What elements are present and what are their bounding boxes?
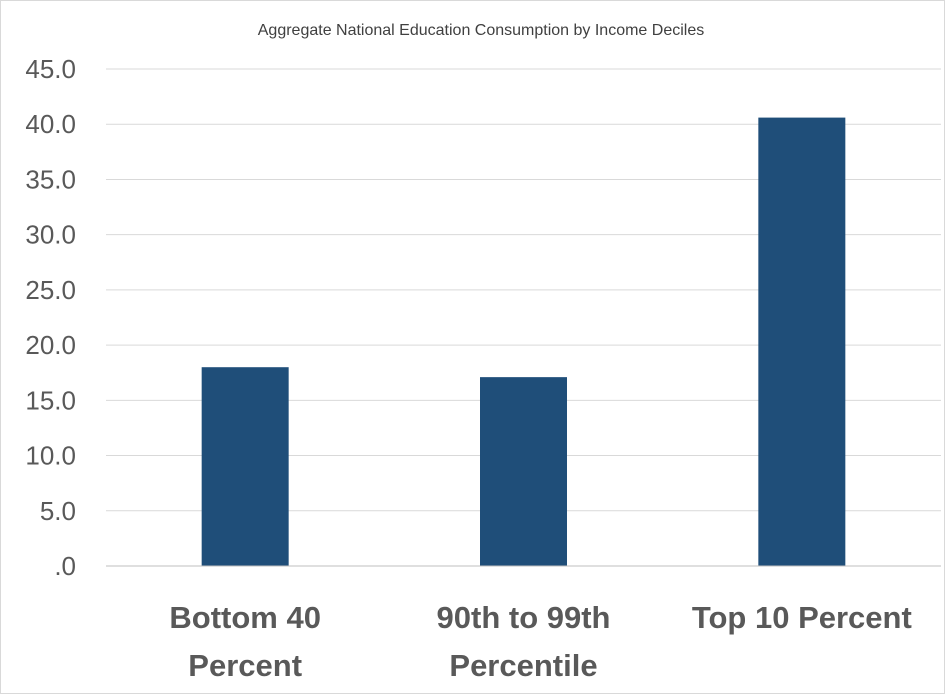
y-tick-label: 20.0 [25, 330, 76, 360]
bars [201, 117, 846, 567]
y-tick-label: 45.0 [25, 54, 76, 84]
bar [201, 367, 289, 566]
chart-title: Aggregate National Education Consumption… [258, 22, 704, 39]
x-tick-label: Top 10 Percent [692, 600, 912, 635]
y-axis-ticks: .0 5.0 10.0 15.0 20.0 25.0 30.0 35.0 40.0 45.0 [25, 54, 76, 581]
bar [480, 377, 567, 566]
y-tick-label: 40.0 [25, 109, 76, 139]
y-tick-label: 5.0 [40, 496, 76, 526]
y-tick-label: 30.0 [25, 220, 76, 250]
y-tick-label: 35.0 [25, 164, 76, 194]
y-tick-label: 25.0 [25, 275, 76, 305]
y-tick-label: 10.0 [25, 441, 76, 471]
y-tick-label: .0 [54, 551, 76, 581]
y-tick-label: 15.0 [25, 385, 76, 415]
x-tick-label: Bottom 40 [169, 600, 321, 635]
bar [758, 117, 846, 567]
x-tick-label: Percent [188, 648, 302, 683]
x-tick-label: Percentile [449, 648, 597, 683]
x-tick-label: 90th to 99th [437, 600, 611, 635]
x-axis-labels: Bottom 40 Percent 90th to 99th Percentile To… [169, 600, 911, 683]
